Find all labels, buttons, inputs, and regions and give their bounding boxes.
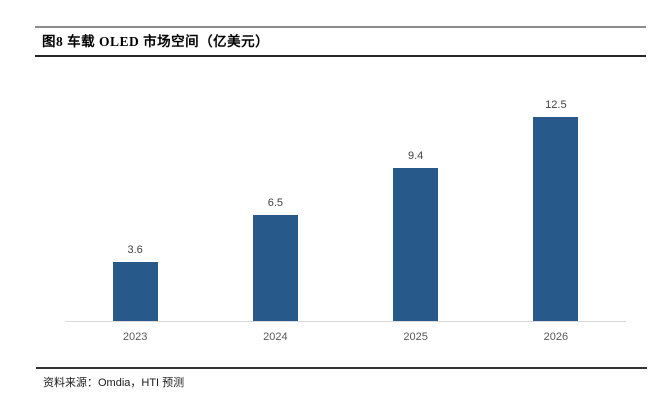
x-axis-labels: 2023 2024 2025 2026	[65, 330, 626, 345]
x-axis-line	[65, 321, 626, 322]
header-bottom-rule	[35, 55, 646, 57]
bar-value-label: 3.6	[127, 244, 143, 256]
x-axis-tick-label: 2023	[122, 331, 148, 343]
bar-chart-plot-area: 3.6 6.5 9.4 12.5	[65, 61, 626, 321]
source-label: 资料来源：	[43, 377, 98, 389]
bar-group: 3.6	[65, 244, 205, 321]
header-top-rule	[35, 26, 646, 28]
bar	[393, 168, 439, 321]
source-value: Omdia，HTI 预测	[98, 377, 185, 389]
bar	[533, 117, 579, 321]
bar	[252, 215, 298, 321]
x-axis-tick-label: 2025	[403, 331, 428, 343]
x-axis-tick-label: 2026	[543, 331, 569, 343]
x-axis-tick-label: 2024	[263, 331, 288, 343]
footer-rule	[36, 367, 647, 369]
bar-value-label: 9.4	[407, 150, 424, 162]
figure-title: 图8 车载 OLED 市场空间（亿美元）	[42, 34, 270, 49]
bar-value-label: 6.5	[267, 197, 284, 209]
bar-group: 9.4	[346, 150, 486, 321]
bar-group: 6.5	[205, 197, 345, 321]
source-note: 资料来源：Omdia，HTI 预测	[43, 374, 184, 390]
bar-value-label: 12.5	[545, 99, 567, 111]
bar	[112, 262, 158, 321]
bar-group: 12.5	[486, 99, 626, 321]
